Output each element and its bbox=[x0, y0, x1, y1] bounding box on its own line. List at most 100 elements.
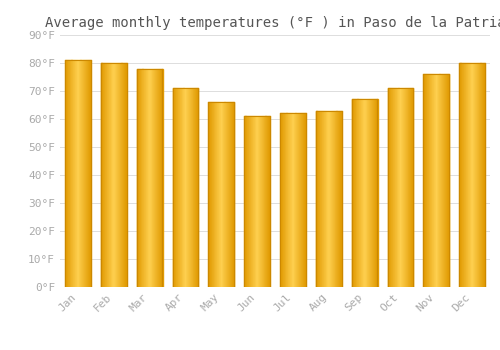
Bar bbox=[67, 60, 68, 287]
Bar bbox=[224, 102, 225, 287]
Bar bbox=[352, 99, 353, 287]
Bar bbox=[180, 88, 181, 287]
Bar bbox=[296, 113, 297, 287]
Bar bbox=[283, 113, 284, 287]
Bar bbox=[291, 113, 292, 287]
Bar bbox=[360, 99, 362, 287]
Bar bbox=[124, 63, 126, 287]
Bar bbox=[102, 63, 103, 287]
Bar bbox=[463, 63, 464, 287]
Bar bbox=[366, 99, 367, 287]
Bar bbox=[358, 99, 359, 287]
Bar bbox=[82, 60, 83, 287]
Bar bbox=[120, 63, 121, 287]
Bar bbox=[327, 111, 328, 287]
Bar bbox=[267, 116, 268, 287]
Bar bbox=[88, 60, 89, 287]
Bar bbox=[150, 69, 151, 287]
Bar bbox=[185, 88, 186, 287]
Bar bbox=[298, 113, 299, 287]
Bar bbox=[114, 63, 115, 287]
Bar bbox=[461, 63, 462, 287]
Bar bbox=[119, 63, 120, 287]
Bar bbox=[225, 102, 226, 287]
Bar bbox=[140, 69, 141, 287]
Bar bbox=[392, 88, 394, 287]
Bar bbox=[112, 63, 113, 287]
Bar bbox=[388, 88, 389, 287]
Bar bbox=[318, 111, 319, 287]
Bar bbox=[173, 88, 174, 287]
Bar bbox=[406, 88, 407, 287]
Bar bbox=[245, 116, 246, 287]
Bar bbox=[292, 113, 293, 287]
Bar bbox=[377, 99, 378, 287]
Bar bbox=[370, 99, 371, 287]
Bar bbox=[123, 63, 124, 287]
Bar bbox=[390, 88, 391, 287]
Bar bbox=[356, 99, 357, 287]
Bar bbox=[106, 63, 108, 287]
Bar bbox=[432, 74, 433, 287]
Bar bbox=[104, 63, 105, 287]
Bar bbox=[369, 99, 370, 287]
Bar bbox=[397, 88, 398, 287]
Bar bbox=[368, 99, 369, 287]
Bar bbox=[439, 74, 440, 287]
Bar bbox=[193, 88, 194, 287]
Bar bbox=[265, 116, 266, 287]
Bar bbox=[213, 102, 214, 287]
Bar bbox=[293, 113, 294, 287]
Bar bbox=[84, 60, 85, 287]
Bar bbox=[319, 111, 320, 287]
Bar bbox=[211, 102, 212, 287]
Bar bbox=[81, 60, 82, 287]
Bar bbox=[396, 88, 397, 287]
Bar bbox=[248, 116, 250, 287]
Bar bbox=[433, 74, 434, 287]
Bar bbox=[404, 88, 405, 287]
Bar bbox=[246, 116, 247, 287]
Bar bbox=[161, 69, 162, 287]
Bar bbox=[474, 63, 476, 287]
Bar bbox=[254, 116, 255, 287]
Bar bbox=[177, 88, 178, 287]
Bar bbox=[428, 74, 429, 287]
Bar bbox=[354, 99, 355, 287]
Bar bbox=[183, 88, 184, 287]
Bar bbox=[482, 63, 483, 287]
Bar bbox=[85, 60, 86, 287]
Bar bbox=[147, 69, 148, 287]
Bar bbox=[68, 60, 69, 287]
Bar bbox=[259, 116, 260, 287]
Bar bbox=[158, 69, 160, 287]
Bar bbox=[250, 116, 252, 287]
Bar bbox=[429, 74, 430, 287]
Bar bbox=[468, 63, 469, 287]
Bar bbox=[178, 88, 179, 287]
Bar bbox=[89, 60, 90, 287]
Bar bbox=[149, 69, 150, 287]
Bar bbox=[336, 111, 337, 287]
Bar bbox=[226, 102, 227, 287]
Bar bbox=[285, 113, 286, 287]
Bar bbox=[289, 113, 290, 287]
Bar bbox=[410, 88, 412, 287]
Bar bbox=[121, 63, 122, 287]
Bar bbox=[390, 88, 392, 287]
Bar bbox=[257, 116, 258, 287]
Bar bbox=[182, 88, 183, 287]
Bar bbox=[214, 102, 215, 287]
Bar bbox=[101, 63, 102, 287]
Bar bbox=[405, 88, 406, 287]
Bar bbox=[116, 63, 117, 287]
Bar bbox=[252, 116, 253, 287]
Bar bbox=[229, 102, 230, 287]
Bar bbox=[297, 113, 298, 287]
Bar bbox=[424, 74, 426, 287]
Bar bbox=[466, 63, 467, 287]
Bar bbox=[465, 63, 466, 287]
Bar bbox=[472, 63, 474, 287]
Bar bbox=[460, 63, 461, 287]
Bar bbox=[480, 63, 481, 287]
